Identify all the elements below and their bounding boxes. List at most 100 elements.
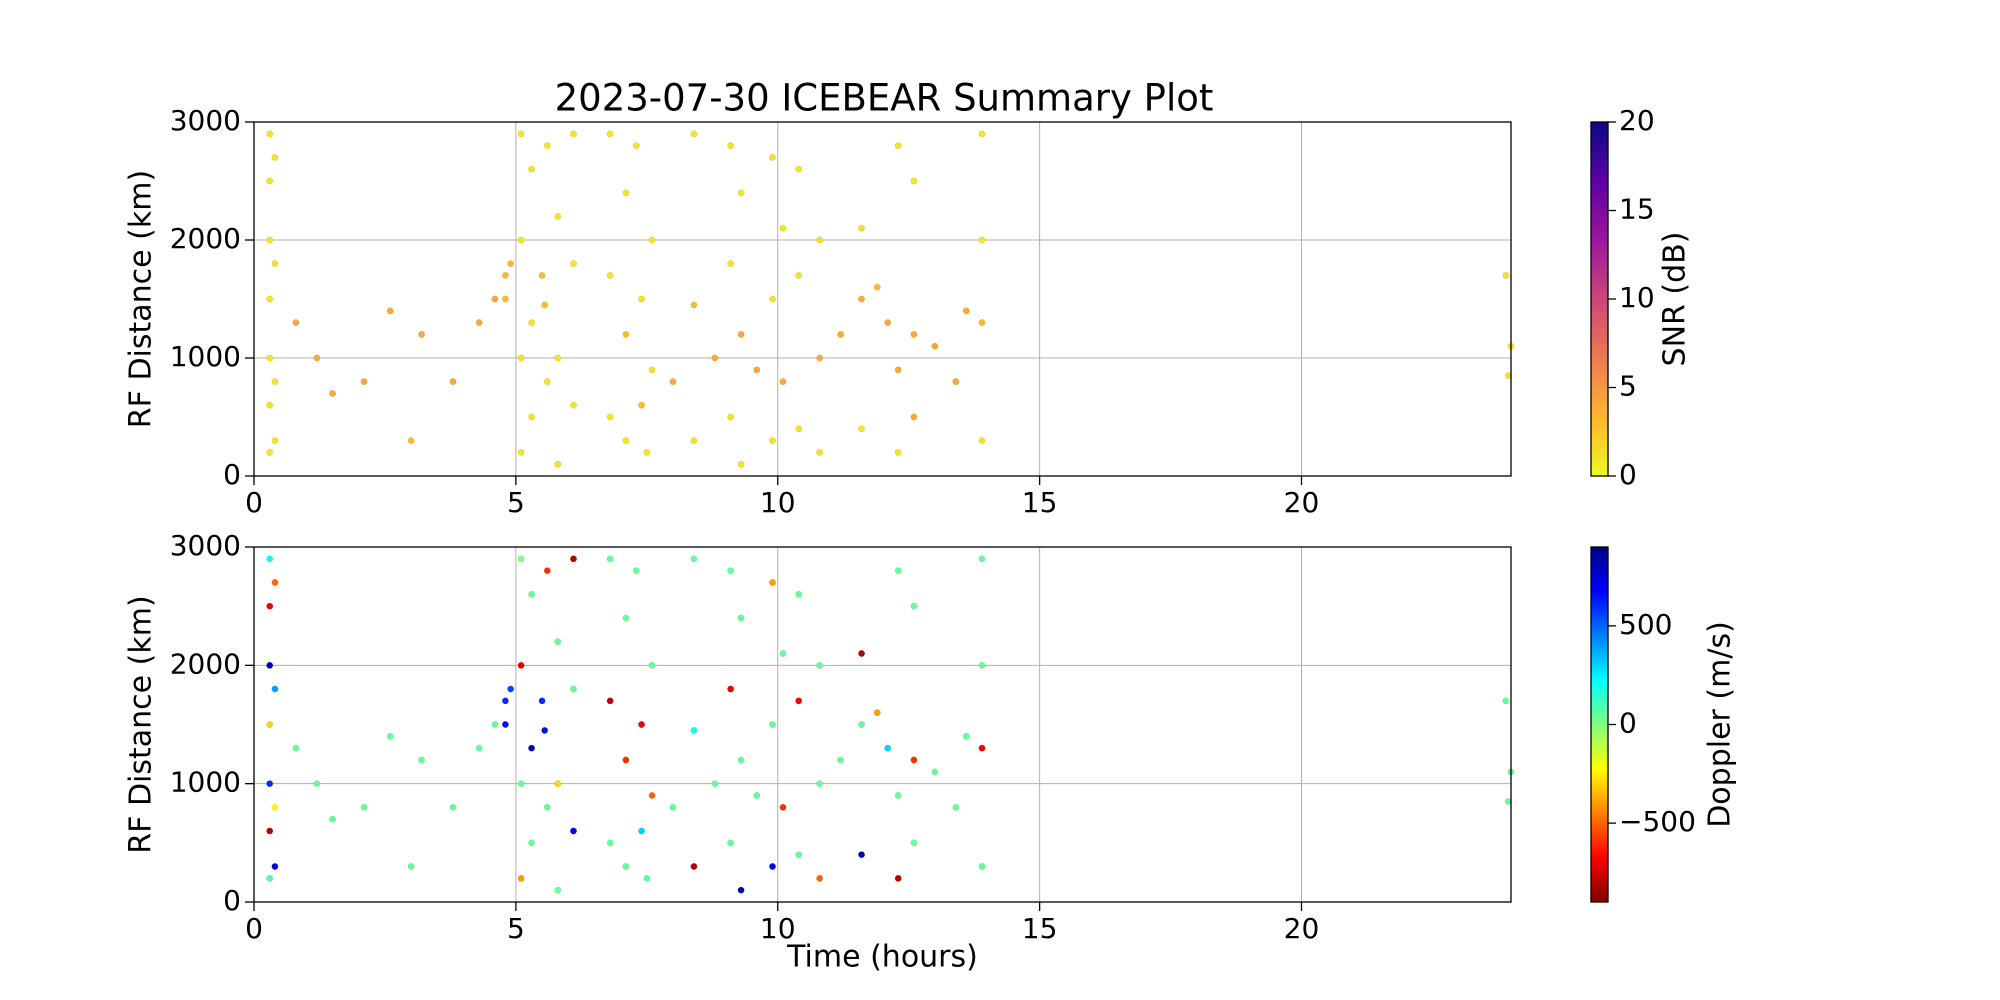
point (266, 555, 274, 563)
point (737, 756, 745, 764)
x-tick-label: 20 (1284, 486, 1320, 519)
y-tick-label: 1000 (170, 340, 241, 373)
point (816, 661, 824, 669)
point (271, 378, 279, 386)
point (931, 342, 939, 350)
colorbar-tick-label: 0 (1619, 707, 1637, 740)
point (910, 756, 918, 764)
y-tick-label: 3000 (170, 529, 241, 562)
point (638, 827, 646, 835)
point (528, 413, 536, 421)
point (638, 401, 646, 409)
point (690, 726, 698, 734)
point (554, 780, 562, 788)
point (779, 224, 787, 232)
point (538, 697, 546, 705)
x-tick-label: 0 (245, 486, 263, 519)
y-tick-label: 2000 (170, 647, 241, 680)
point (517, 236, 525, 244)
x-tick-label: 5 (507, 486, 525, 519)
point (407, 863, 415, 870)
chart-title: 2023-07-30 ICEBEAR Summary Plot (555, 77, 1214, 120)
point (648, 236, 656, 244)
point (570, 401, 577, 409)
point (313, 354, 321, 362)
point (292, 319, 300, 327)
point (554, 886, 562, 894)
point (622, 437, 630, 445)
point (690, 130, 698, 138)
point (795, 697, 803, 705)
point (329, 815, 337, 823)
point (962, 732, 970, 740)
point (517, 661, 525, 669)
point (952, 378, 960, 386)
point (638, 721, 646, 728)
point (386, 732, 394, 740)
point (266, 874, 274, 882)
point (271, 803, 279, 811)
point (266, 448, 274, 456)
point (517, 555, 525, 563)
point (884, 319, 892, 327)
point (910, 413, 918, 421)
point (266, 177, 274, 185)
point (727, 685, 735, 693)
y-tick-label: 0 (223, 884, 241, 917)
point (858, 851, 865, 859)
point (554, 638, 562, 646)
point (554, 212, 562, 220)
point (418, 756, 426, 764)
point (606, 839, 614, 847)
point (910, 839, 918, 847)
point (737, 330, 745, 338)
point (266, 602, 274, 610)
point (727, 142, 735, 150)
point (1502, 271, 1510, 279)
y-tick-label: 0 (223, 458, 241, 491)
point (528, 319, 536, 327)
point (727, 839, 735, 847)
y-tick-label: 3000 (170, 104, 241, 137)
point (606, 697, 614, 705)
point (690, 301, 698, 309)
point (517, 874, 525, 882)
point (795, 271, 803, 279)
x-axis-label: Time (hours) (786, 940, 978, 975)
point (816, 354, 824, 362)
x-tick-label: 0 (245, 912, 263, 945)
point (769, 579, 776, 586)
point (753, 792, 761, 799)
point (418, 330, 426, 338)
point (570, 555, 577, 563)
point (978, 319, 986, 327)
point (541, 301, 549, 309)
point (622, 330, 630, 338)
point (727, 567, 735, 575)
point (873, 709, 881, 717)
point (711, 354, 719, 362)
point (407, 437, 415, 445)
point (554, 354, 562, 362)
point (271, 863, 279, 870)
point (690, 555, 698, 563)
point (266, 295, 274, 303)
point (737, 614, 745, 622)
point (501, 721, 509, 728)
point (737, 460, 745, 468)
point (554, 460, 562, 468)
point (669, 803, 677, 811)
point (779, 378, 787, 386)
point (873, 283, 881, 291)
point (266, 780, 274, 788)
point (517, 130, 525, 138)
point (952, 803, 960, 811)
point (769, 437, 776, 445)
point (795, 165, 803, 173)
point (266, 236, 274, 244)
colorbar-tick-label: −500 (1619, 805, 1696, 838)
point (266, 354, 274, 362)
point (643, 448, 651, 456)
point (501, 271, 509, 279)
point (769, 863, 776, 870)
